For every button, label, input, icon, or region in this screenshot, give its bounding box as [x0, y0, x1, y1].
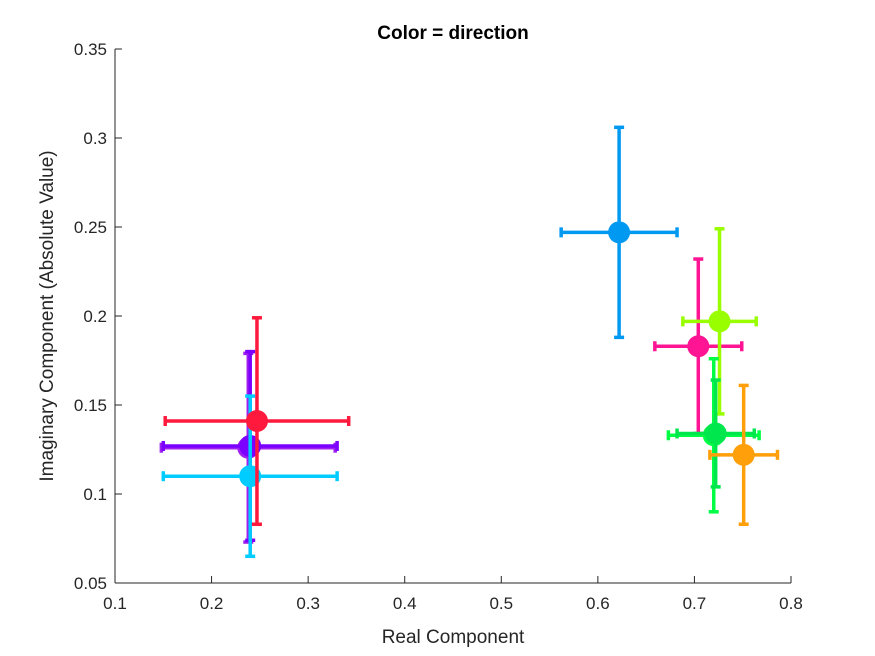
point-marker-5	[687, 335, 710, 358]
x-tick-label-2: 0.3	[296, 594, 320, 613]
point-marker-4	[608, 221, 631, 244]
data-point-3	[163, 316, 351, 527]
data-point-5	[653, 257, 744, 436]
y-axis-label: Imaginary Component (Absolute Value)	[37, 150, 58, 481]
x-axis-label: Real Component	[382, 627, 525, 648]
x-tick-label-0: 0.1	[103, 594, 127, 613]
point-marker-3	[245, 410, 268, 433]
x-tick-label-5: 0.6	[586, 594, 610, 613]
data-point-9	[708, 383, 780, 527]
data-point-8	[675, 378, 757, 489]
y-tick-label-4: 0.25	[74, 218, 107, 237]
y-tick-label-1: 0.1	[83, 485, 107, 504]
chart-title: Color = direction	[377, 23, 529, 44]
point-marker-6	[708, 310, 731, 333]
data-point-4	[559, 125, 679, 340]
y-tick-label-6: 0.35	[74, 40, 107, 59]
x-tick-label-3: 0.4	[393, 594, 417, 613]
axes: 0.1 0.2 0.3 0.4 0.5 0.6 0.7 0.80.050.10.150.20.…	[74, 40, 803, 613]
y-tick-label-0: 0.05	[74, 574, 107, 593]
x-tick-label-1: 0.2	[200, 594, 224, 613]
x-tick-label-4: 0.5	[489, 594, 513, 613]
plot-background	[115, 49, 791, 583]
x-tick-label-7: 0.8	[779, 594, 803, 613]
y-tick-label-3: 0.2	[83, 307, 107, 326]
y-tick-label-2: 0.15	[74, 396, 107, 415]
y-tick-label-5: 0.3	[83, 129, 107, 148]
point-marker-9	[732, 443, 755, 466]
point-marker-8	[704, 422, 727, 445]
x-tick-label-6: 0.7	[683, 594, 707, 613]
data-points	[159, 125, 780, 559]
data-point-6	[681, 227, 758, 416]
